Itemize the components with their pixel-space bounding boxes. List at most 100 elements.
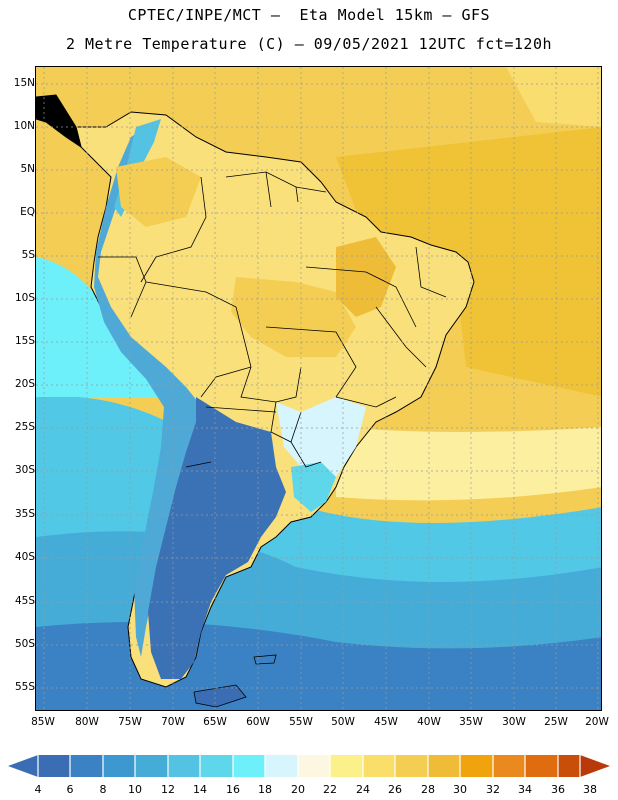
temperature-colorbar	[8, 755, 610, 777]
lat-label-15n: 15N	[13, 77, 35, 89]
lat-label-eq: EQ	[20, 206, 35, 218]
colorbar-label: 38	[583, 783, 597, 796]
lon-label-55w: 55W	[289, 716, 313, 728]
colorbar-swatch	[200, 755, 233, 777]
border-peru-bolivia	[200, 366, 252, 398]
colorbar-separators	[37, 755, 581, 777]
colorbar-swatch	[168, 755, 200, 777]
colorbar-label: 22	[323, 783, 337, 796]
border-argentina-north	[205, 406, 277, 413]
colorbar-label: 20	[291, 783, 305, 796]
lon-label-50w: 50W	[331, 716, 355, 728]
colorbar-label: 12	[161, 783, 175, 796]
colorbar-swatch	[265, 755, 298, 777]
lat-label-10n: 10N	[13, 120, 35, 132]
colorbar-swatch	[298, 755, 330, 777]
colorbar-label: 14	[193, 783, 207, 796]
lat-label-5n: 5N	[20, 163, 35, 175]
border-ecuador-peru	[98, 256, 147, 318]
colorbar-swatch	[233, 755, 265, 777]
border-guyana	[265, 171, 272, 208]
lat-label-35s: 35S	[14, 508, 35, 520]
uruguay-cool	[291, 462, 336, 512]
lon-label-35w: 35W	[459, 716, 483, 728]
border-brazil-states-5	[415, 246, 447, 298]
lon-label-40w: 40W	[417, 716, 441, 728]
border-chile-argentina-tick	[185, 461, 212, 468]
colorbar-swatch	[135, 755, 168, 777]
colorbar-label: 32	[486, 783, 500, 796]
border-peru-brazil	[145, 281, 252, 368]
colorbar-low-arrow	[8, 755, 38, 777]
lat-label-30s: 30S	[14, 464, 35, 476]
atlantic-mild-patch	[506, 67, 601, 127]
lon-label-20w: 20W	[585, 716, 609, 728]
border-paraguay	[270, 401, 302, 443]
colorbar-swatch	[38, 755, 70, 777]
border-brazil-states-4	[335, 396, 397, 408]
map-panel	[35, 66, 602, 711]
brazil-hot-core	[336, 237, 396, 317]
lon-label-60w: 60W	[246, 716, 270, 728]
colorbar-label: 8	[99, 783, 107, 796]
lon-label-80w: 80W	[75, 716, 99, 728]
atlantic-pale-band	[336, 427, 601, 501]
lat-label-50s: 50S	[14, 638, 35, 650]
lon-label-45w: 45W	[374, 716, 398, 728]
colorbar-swatch	[428, 755, 460, 777]
colorbar-label: 18	[258, 783, 272, 796]
lat-label-5s: 5S	[21, 249, 35, 261]
lat-label-15s: 15S	[14, 335, 35, 347]
colorbar-swatch	[493, 755, 525, 777]
lat-label-40s: 40S	[14, 551, 35, 563]
colorbar-label: 34	[518, 783, 532, 796]
border-brazil-states-1	[305, 266, 417, 328]
colorbar-label: 4	[34, 783, 42, 796]
lat-label-10s: 10S	[14, 292, 35, 304]
atlantic-hot-band	[336, 127, 601, 397]
argentina-cold-region	[148, 397, 286, 679]
colorbar-swatch	[460, 755, 493, 777]
lon-label-70w: 70W	[161, 716, 185, 728]
border-suriname	[295, 186, 299, 203]
lon-label-75w: 75W	[118, 716, 142, 728]
border-argentina-brazil	[290, 441, 322, 468]
map-title-line2: 2 Metre Temperature (C) – 09/05/2021 12U…	[65, 35, 553, 53]
andes-cold-ridge	[94, 127, 206, 657]
lat-label-55s: 55S	[14, 681, 35, 693]
lat-label-25s: 25S	[14, 421, 35, 433]
border-guianas	[225, 171, 327, 193]
colorbar-swatch	[395, 755, 428, 777]
colorbar-label: 28	[421, 783, 435, 796]
colorbar-swatch	[70, 755, 103, 777]
lon-label-30w: 30W	[502, 716, 526, 728]
colorbar-label: 16	[226, 783, 240, 796]
border-brazil-states-2	[265, 326, 357, 398]
lon-label-65w: 65W	[203, 716, 227, 728]
venezuela-warm	[116, 157, 201, 227]
country-borders	[98, 171, 447, 468]
map-title-line1: CPTEC/INPE/MCT – Eta Model 15km – GFS	[127, 6, 491, 24]
tierra-del-fuego	[193, 684, 247, 708]
lat-label-20s: 20S	[14, 378, 35, 390]
colorbar-label: 36	[551, 783, 565, 796]
lon-label-25w: 25W	[544, 716, 568, 728]
falkland-islands	[253, 654, 277, 665]
border-colombia-venezuela	[140, 176, 207, 283]
border-brazil-states-3	[375, 306, 427, 368]
colorbar-label: 6	[66, 783, 74, 796]
colorbar-label: 26	[388, 783, 402, 796]
colorbar-label: 10	[128, 783, 142, 796]
temperature-map	[36, 67, 601, 710]
colorbar-high-arrow	[580, 755, 610, 777]
colorbar-swatch	[558, 755, 580, 777]
colorbar-swatch	[330, 755, 363, 777]
brazil-interior-warm	[231, 277, 356, 357]
colorbar-label: 30	[453, 783, 467, 796]
colorbar-swatch	[103, 755, 135, 777]
lat-label-45s: 45S	[14, 595, 35, 607]
colorbar-label: 24	[356, 783, 370, 796]
colorbar-swatch	[363, 755, 395, 777]
colorbar-swatch	[525, 755, 558, 777]
lon-label-85w: 85W	[31, 716, 55, 728]
